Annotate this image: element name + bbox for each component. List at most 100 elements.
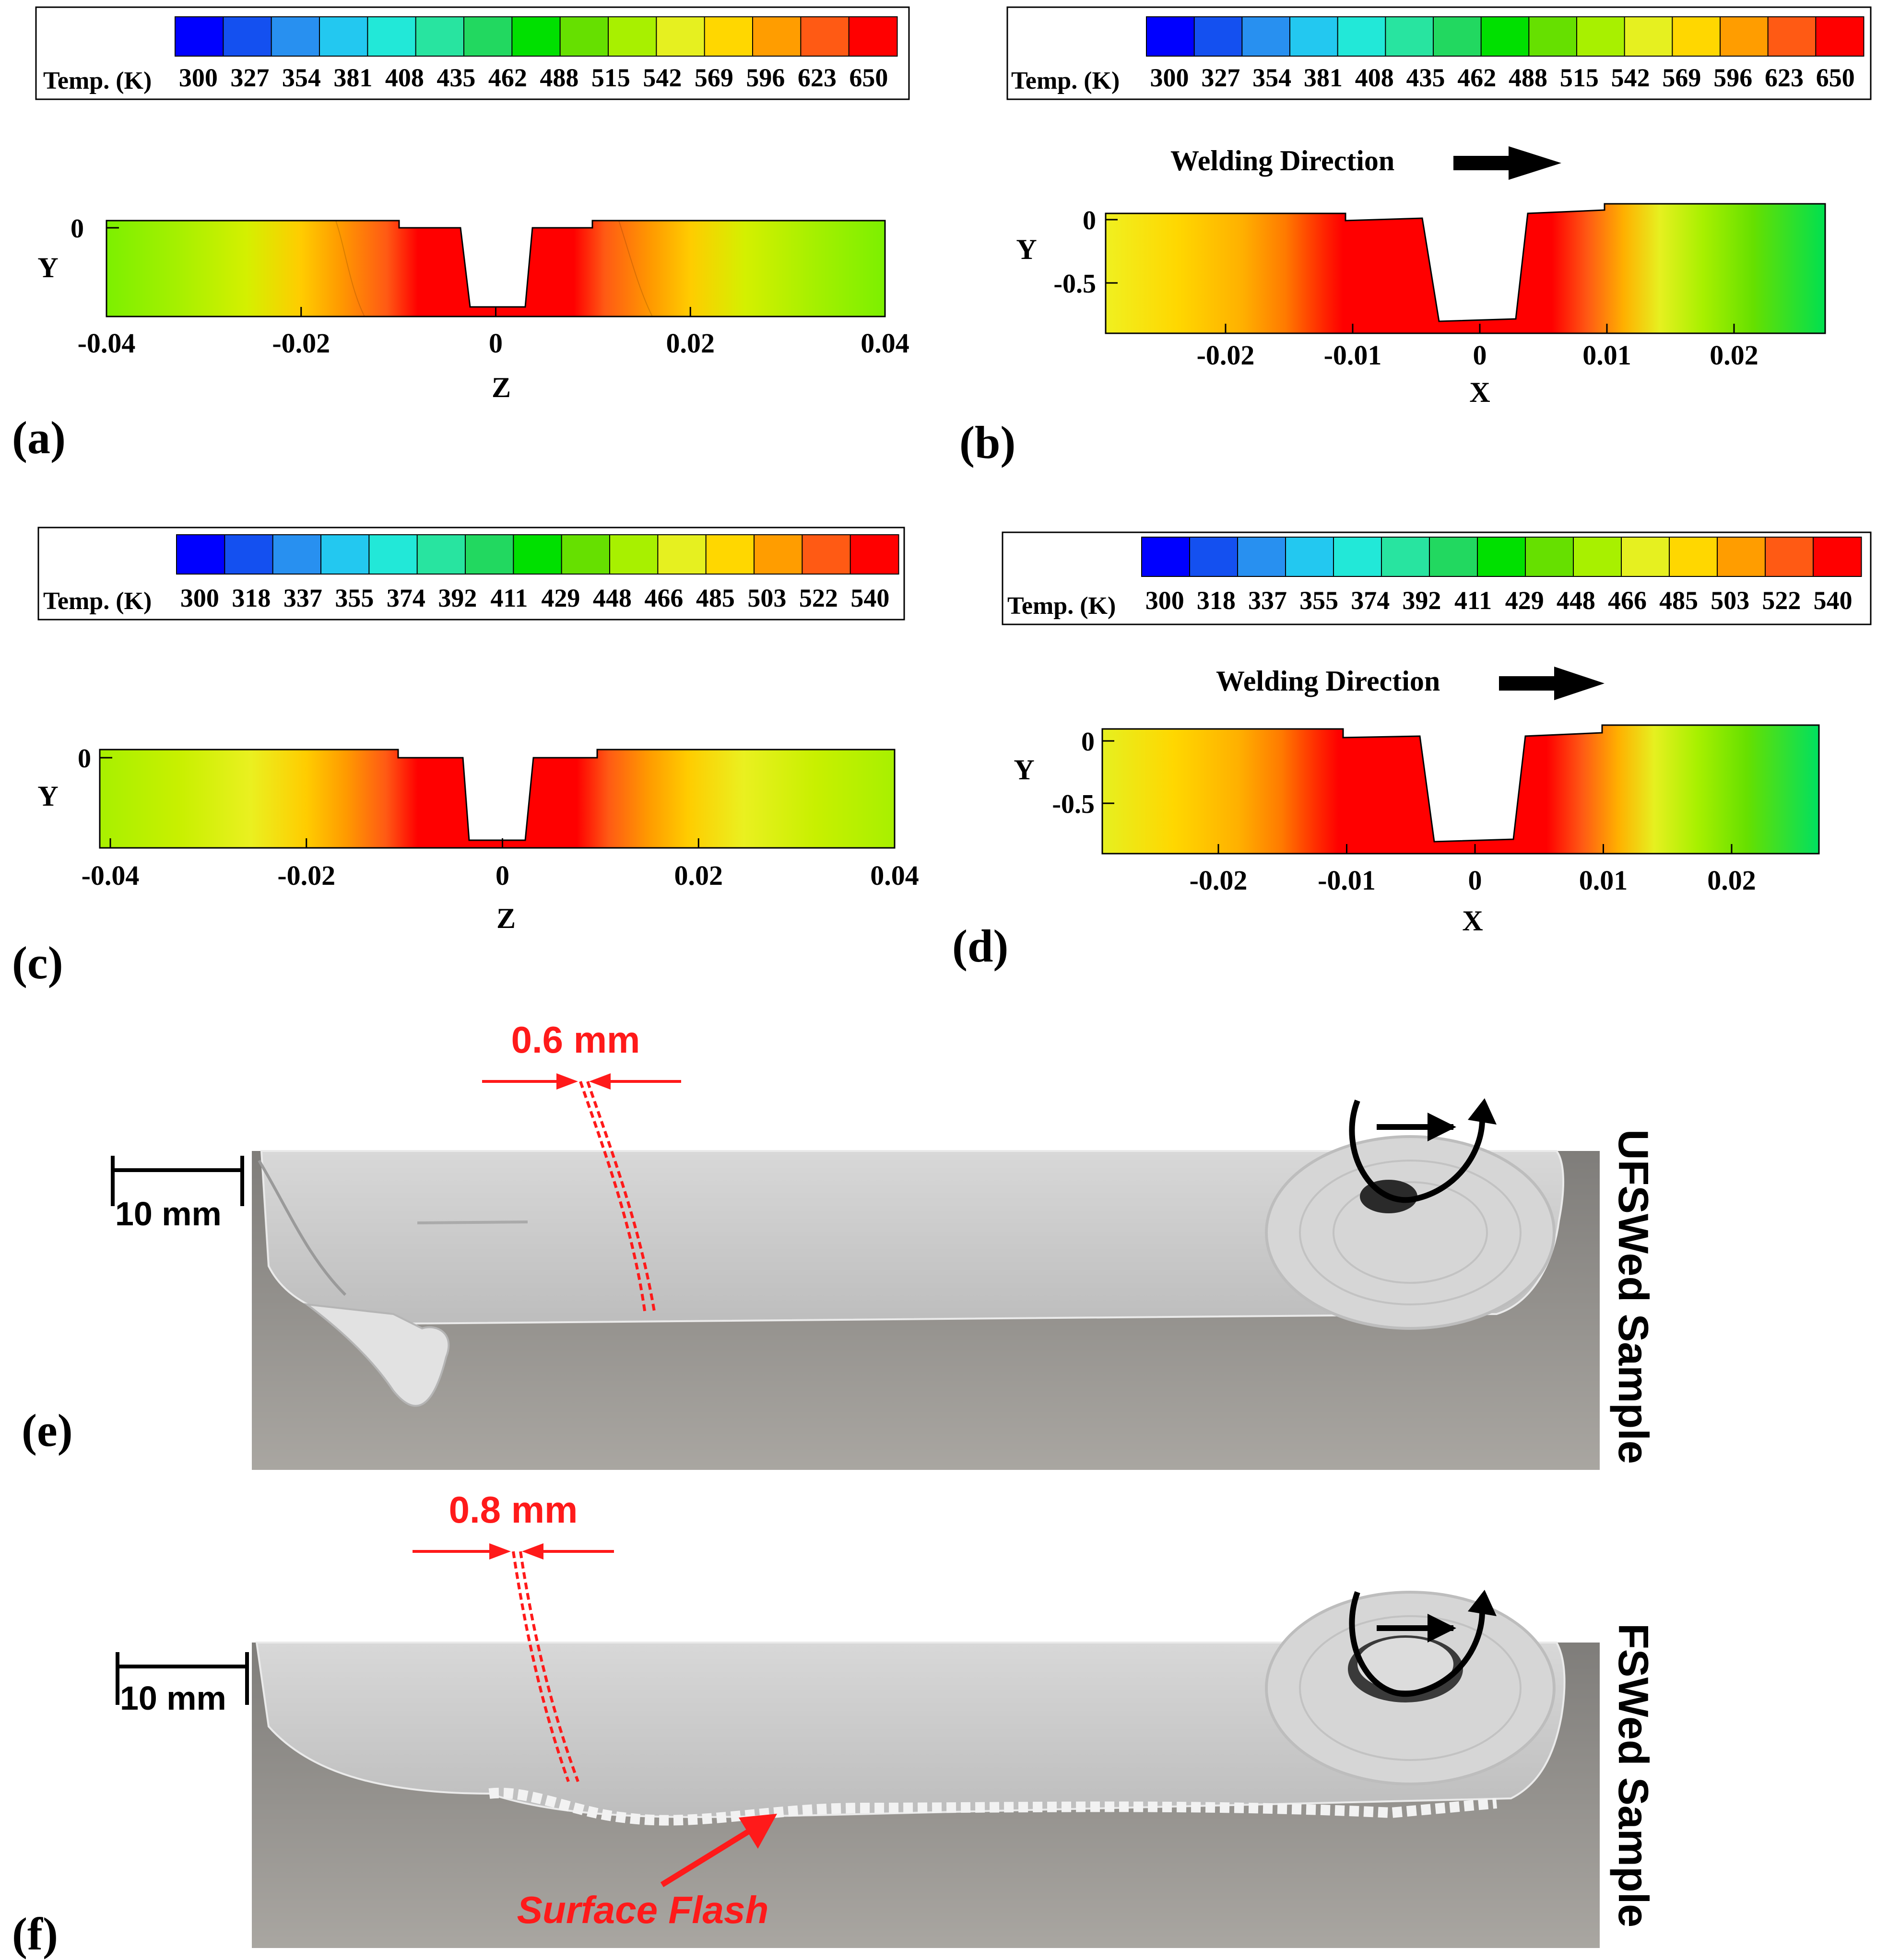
colorbar-d-swatch-0 <box>1141 537 1191 577</box>
legend-tick-label: 522 <box>799 584 838 612</box>
colorbar-b-swatch-10 <box>1624 16 1673 57</box>
x-tick-label: -0.01 <box>1324 340 1382 371</box>
colorbar-b-swatch-14 <box>1815 16 1864 57</box>
colorbar-a-swatch-2 <box>271 16 320 57</box>
weld-specimen-e <box>260 1150 1565 1325</box>
legend-tick-label: 411 <box>490 584 528 612</box>
x-ticks-b: -0.02 -0.01 0 0.01 0.02 <box>1197 324 1758 371</box>
dimension-e: 0.6 mm <box>482 1019 681 1314</box>
colorbar-a-swatch-3 <box>319 16 368 57</box>
panel-label-d: (d) <box>952 920 1008 972</box>
colorbar-c-swatch-10 <box>657 534 707 575</box>
colorbar-c-swatch-13 <box>802 534 851 575</box>
x-ticks-a: -0.04 -0.02 0 0.02 0.04 <box>78 307 909 359</box>
welding-direction-arrow-d <box>1499 667 1605 700</box>
y-label-d: Y <box>1014 754 1034 786</box>
colorbar-b-swatch-12 <box>1720 16 1769 57</box>
legend-tick-label: 462 <box>1457 63 1496 92</box>
legend-title-d: Temp. (K) <box>1007 592 1116 620</box>
colorbar-a-swatch-14 <box>848 16 898 57</box>
x-tick-label: 0.01 <box>1582 340 1631 371</box>
panel-label-a: (a) <box>12 412 66 463</box>
side-label-e: UFSWed Sample <box>1610 1129 1657 1464</box>
y-label-a: Y <box>37 252 58 283</box>
colorbar-c <box>176 534 899 575</box>
legend-tick-label: 300 <box>179 63 218 92</box>
legend-ticks-c: 300 318 337 355 374 392 411 429 448 466 485 503 522 5… <box>180 584 890 612</box>
legend-tick-label: 596 <box>1713 63 1752 92</box>
legend-tick-label: 448 <box>593 584 632 612</box>
colorbar-b-swatch-11 <box>1672 16 1721 57</box>
y-tick-d-1: -0.5 <box>1052 789 1095 819</box>
legend-title-a: Temp. (K) <box>43 67 152 94</box>
legend-tick-label: 392 <box>1402 586 1441 615</box>
panel-d: Temp. (K) 300 318 337 355 374 392 411 429 448 466… <box>952 531 1872 972</box>
legend-tick-label: 466 <box>644 584 683 612</box>
flash-fragment-e <box>303 1303 450 1407</box>
tool-exit-hole-e <box>1265 1135 1556 1330</box>
colorbar-d <box>1141 537 1862 577</box>
legend-c: Temp. (K) 300 318 337 355 374 392 411 429 448 466… <box>37 527 905 621</box>
colorbar-b-swatch-8 <box>1528 16 1578 57</box>
x-tick-label: -0.02 <box>277 860 335 891</box>
colorbar-c-swatch-12 <box>754 534 803 575</box>
legend-tick-label: 327 <box>1201 63 1240 92</box>
x-tick-label: -0.02 <box>272 328 330 359</box>
x-tick-label: 0 <box>1473 340 1487 371</box>
legend-tick-label: 300 <box>1145 586 1184 615</box>
x-ticks-c: -0.04 -0.02 0 0.02 0.04 <box>82 838 919 891</box>
colorbar-d-swatch-8 <box>1525 537 1574 577</box>
legend-tick-label: 374 <box>1351 586 1390 615</box>
colorbar-a-swatch-9 <box>608 16 657 57</box>
legend-a: Temp. (K) 300 327 354 381 408 435 462 488 515 542… <box>35 6 910 100</box>
legend-tick-label: 381 <box>1304 63 1343 92</box>
legend-tick-label: 318 <box>1197 586 1236 615</box>
legend-ticks-d: 300 318 337 355 374 392 411 429 448 466 485 503 522 5… <box>1145 586 1853 615</box>
y-tick-b-0: 0 <box>1083 206 1096 235</box>
legend-d: Temp. (K) 300 318 337 355 374 392 411 429 448 466… <box>1002 531 1872 625</box>
x-label-a: Z <box>492 372 511 403</box>
x-tick-label: -0.04 <box>82 860 140 891</box>
contour-plot-a <box>106 220 886 317</box>
x-tick-label: 0.04 <box>861 328 909 359</box>
legend-tick-label: 542 <box>643 63 682 92</box>
legend-tick-label: 381 <box>333 63 372 92</box>
surface-flash-label-f: Surface Flash <box>517 1889 769 1931</box>
colorbar-c-swatch-3 <box>320 534 370 575</box>
x-label-c: Z <box>496 903 516 934</box>
x-tick-label: -0.01 <box>1318 865 1376 896</box>
x-tick-label: 0.02 <box>1707 865 1756 896</box>
colorbar-c-swatch-4 <box>368 534 418 575</box>
colorbar-b-swatch-9 <box>1576 16 1626 57</box>
y-tick-d-0: 0 <box>1081 727 1095 757</box>
welding-direction-title-b: Welding Direction <box>1170 145 1394 176</box>
x-tick-label: 0.02 <box>674 860 723 891</box>
colorbar-b-swatch-6 <box>1433 16 1482 57</box>
colorbar-a-swatch-11 <box>704 16 754 57</box>
legend-tick-label: 435 <box>1406 63 1445 92</box>
colorbar-d-swatch-12 <box>1717 537 1766 577</box>
surface-flash-arrow-f <box>660 1824 757 1888</box>
legend-tick-label: 466 <box>1608 586 1647 615</box>
legend-tick-label: 515 <box>1560 63 1599 92</box>
colorbar-c-swatch-6 <box>465 534 514 575</box>
colorbar-b-swatch-4 <box>1337 16 1386 57</box>
colorbar-c-swatch-9 <box>609 534 659 575</box>
legend-tick-label: 650 <box>1816 63 1855 92</box>
scale-bar-label-e: 10 mm <box>115 1195 222 1232</box>
colorbar-c-swatch-7 <box>513 534 563 575</box>
colorbar-b-swatch-13 <box>1767 16 1817 57</box>
x-label-d: X <box>1462 905 1483 937</box>
colorbar-a-swatch-4 <box>367 16 417 57</box>
colorbar-a-swatch-7 <box>511 16 561 57</box>
surface-flash-f <box>488 1787 1497 1826</box>
panel-label-f: (f) <box>12 1908 58 1960</box>
y-label-b: Y <box>1016 234 1037 265</box>
y-tick-a-0: 0 <box>71 214 84 244</box>
panel-label-c: (c) <box>12 937 63 988</box>
legend-tick-label: 488 <box>540 63 578 92</box>
colorbar-d-swatch-3 <box>1285 537 1334 577</box>
colorbar-c-swatch-14 <box>850 534 899 575</box>
colorbar-a <box>175 16 898 57</box>
colorbar-c-swatch-2 <box>272 534 322 575</box>
